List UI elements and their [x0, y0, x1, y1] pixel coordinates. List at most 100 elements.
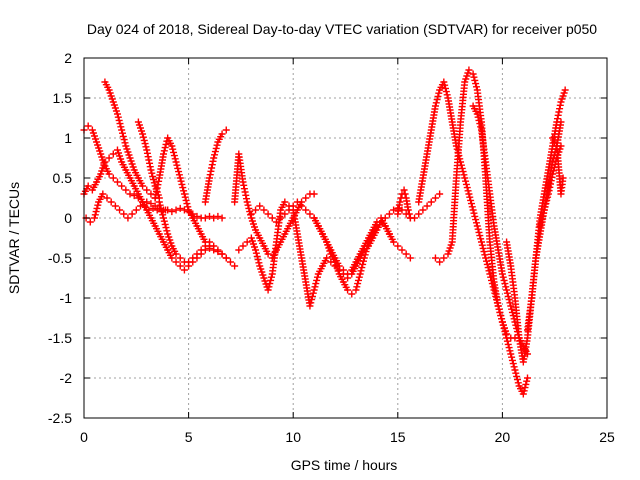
data-point	[153, 206, 161, 214]
data-point	[264, 250, 272, 258]
data-point	[310, 286, 318, 294]
data-point	[176, 204, 184, 212]
data-point	[157, 208, 165, 216]
data-point	[265, 283, 273, 291]
data-point	[118, 126, 126, 134]
data-point	[472, 219, 480, 227]
data-point	[161, 220, 169, 228]
data-point	[459, 168, 467, 176]
data-point	[339, 266, 347, 274]
plot-frame	[83, 57, 608, 419]
data-point	[390, 238, 398, 246]
y-axis: -2.5 -2 -1.5 -1 -0.5 0 0.5 1 1.5 2	[48, 50, 607, 426]
data-point	[352, 286, 360, 294]
data-point	[156, 201, 164, 209]
data-point	[168, 208, 176, 216]
data-point	[465, 66, 473, 74]
data-point	[160, 217, 168, 225]
data-point	[175, 171, 183, 179]
data-point	[472, 216, 480, 224]
data-point	[308, 292, 316, 300]
data-point	[513, 372, 521, 380]
data-point	[122, 186, 130, 194]
data-point	[222, 126, 230, 134]
y-tick-label: -2	[60, 370, 73, 386]
data-point	[423, 202, 431, 210]
data-point	[472, 80, 480, 88]
data-point	[474, 225, 482, 233]
data-point	[193, 250, 201, 258]
data-point	[256, 202, 264, 210]
data-point	[473, 222, 481, 230]
y-tick-label: 1.5	[53, 90, 73, 106]
x-tick-label: 5	[185, 429, 193, 445]
data-point	[306, 210, 314, 218]
data-point	[143, 186, 151, 194]
data-point	[231, 262, 239, 270]
data-point	[214, 212, 222, 220]
data-point	[313, 273, 321, 281]
data-point	[467, 196, 475, 204]
data-point	[161, 144, 169, 152]
data-point	[390, 206, 398, 214]
x-axis: 0 5 10 15 20 25	[80, 58, 615, 445]
data-point	[485, 267, 493, 275]
data-point	[394, 242, 402, 250]
data-point	[551, 138, 559, 146]
data-point	[176, 254, 184, 262]
data-point	[211, 151, 219, 159]
data-point	[354, 280, 362, 288]
data-point	[168, 254, 176, 262]
data-point	[174, 164, 182, 172]
data-point	[115, 116, 123, 124]
data-point	[177, 177, 185, 185]
data-point	[175, 168, 183, 176]
data-point	[543, 196, 551, 204]
data-point	[344, 286, 352, 294]
data-point	[499, 273, 507, 281]
data-point	[355, 273, 363, 281]
data-point	[353, 283, 361, 291]
x-tick-label: 15	[390, 429, 406, 445]
data-point	[247, 211, 255, 219]
data-point	[433, 96, 441, 104]
data-point	[344, 270, 352, 278]
data-point	[170, 152, 178, 160]
data-point	[440, 78, 448, 86]
data-point	[432, 99, 440, 107]
data-point	[471, 212, 479, 220]
data-point	[513, 376, 521, 384]
data-point	[145, 206, 153, 214]
data-point	[180, 187, 188, 195]
data-point	[140, 136, 148, 144]
data-point	[559, 174, 567, 182]
data-point	[503, 337, 511, 345]
data-points	[80, 66, 569, 398]
data-point	[94, 201, 102, 209]
data-point	[116, 120, 124, 128]
data-point	[523, 377, 531, 385]
data-point	[306, 302, 314, 310]
data-point	[511, 366, 519, 374]
data-point	[264, 286, 272, 294]
series-track-f	[151, 134, 230, 262]
data-point	[549, 134, 557, 142]
data-point	[141, 202, 149, 210]
data-point	[114, 113, 122, 121]
data-point	[470, 209, 478, 217]
data-point	[503, 289, 511, 297]
x-tick-label: 20	[495, 429, 511, 445]
data-point	[90, 214, 98, 222]
x-tick-label: 0	[80, 429, 88, 445]
data-point	[483, 257, 491, 265]
data-point	[483, 260, 491, 268]
data-point	[500, 276, 508, 284]
data-point	[401, 190, 409, 198]
data-point	[463, 184, 471, 192]
data-point	[507, 350, 515, 358]
data-point	[160, 147, 168, 155]
data-point	[323, 254, 331, 262]
data-point	[267, 273, 275, 281]
data-point	[239, 242, 247, 250]
data-point	[503, 286, 511, 294]
